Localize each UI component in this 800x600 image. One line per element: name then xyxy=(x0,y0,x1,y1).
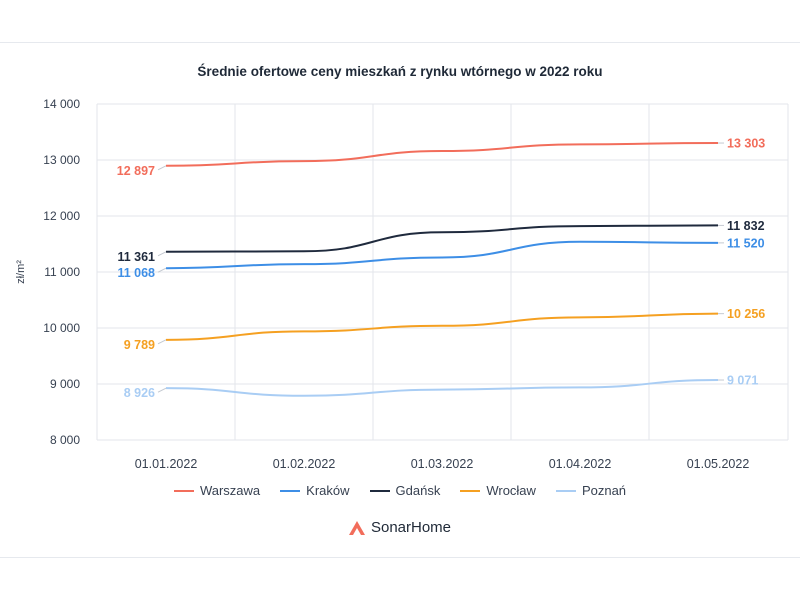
series-lines xyxy=(165,142,719,397)
x-tick-label: 01.04.2022 xyxy=(549,457,612,471)
legend: Warszawa Kraków Gdańsk Wrocław Poznań xyxy=(0,483,800,498)
series-line-gdańsk xyxy=(165,224,719,253)
data-label-first: 8 926 xyxy=(124,386,155,400)
legend-swatch xyxy=(555,489,576,492)
legend-item-warszawa: Warszawa xyxy=(173,483,261,498)
series-line-kraków xyxy=(165,240,719,270)
legend-swatch xyxy=(173,489,194,492)
data-label-last: 11 520 xyxy=(727,236,765,250)
data-label-last: 9 071 xyxy=(727,374,758,388)
y-tick-label: 8 000 xyxy=(50,433,80,447)
legend-swatch xyxy=(460,489,481,492)
legend-label: Gdańsk xyxy=(395,483,441,498)
chart-card xyxy=(0,42,800,558)
x-tick-label: 01.02.2022 xyxy=(273,457,336,471)
leader-line xyxy=(157,251,167,257)
brand-name: SonarHome xyxy=(370,519,452,536)
sonarhome-logo-icon xyxy=(348,520,365,535)
axes: 8 000 9 000 10 000 11 000 12 000 13 000 14 000… xyxy=(15,97,749,471)
legend-swatch xyxy=(280,489,301,492)
data-label-first: 9 789 xyxy=(124,338,155,352)
legend-item-kraków: Kraków xyxy=(280,483,350,498)
data-label-first: 11 068 xyxy=(117,266,155,280)
x-tick-label: 01.01.2022 xyxy=(135,457,198,471)
leader-line xyxy=(157,165,167,171)
data-label-last: 11 832 xyxy=(727,219,765,233)
x-tick-label: 01.05.2022 xyxy=(687,457,750,471)
data-label-last: 13 303 xyxy=(727,137,765,151)
leader-line xyxy=(157,267,167,273)
legend-label: Kraków xyxy=(306,483,350,498)
legend-item-poznań: Poznań xyxy=(555,483,627,498)
data-label-first: 12 897 xyxy=(117,164,155,178)
legend-item-gdańsk: Gdańsk xyxy=(369,483,441,498)
series-line-warszawa xyxy=(165,142,719,167)
y-axis-label: zł/m² xyxy=(15,260,27,284)
y-tick-label: 12 000 xyxy=(43,209,80,223)
leader-line xyxy=(157,387,167,393)
chart-title: Średnie ofertowe ceny mieszkań z rynku w… xyxy=(197,64,603,79)
legend-item-wrocław: Wrocław xyxy=(460,483,536,498)
y-tick-label: 14 000 xyxy=(43,97,80,111)
leader-line xyxy=(157,339,167,345)
legend-label: Warszawa xyxy=(199,483,261,498)
series-line-wrocław xyxy=(165,312,719,341)
data-labels: 12 897 13 303 11 068 11 520 11 361 11 832 9 78… xyxy=(117,137,766,401)
data-label-last: 10 256 xyxy=(727,307,765,321)
y-tick-label: 11 000 xyxy=(44,265,80,279)
series-line-poznań xyxy=(165,379,719,397)
legend-label: Wrocław xyxy=(486,483,536,498)
y-tick-label: 13 000 xyxy=(43,153,80,167)
y-tick-label: 9 000 xyxy=(50,377,80,391)
x-tick-label: 01.03.2022 xyxy=(411,457,474,471)
grid xyxy=(96,103,789,441)
legend-label: Poznań xyxy=(581,483,627,498)
data-label-first: 11 361 xyxy=(117,250,155,264)
y-tick-label: 10 000 xyxy=(43,321,80,335)
brand: SonarHome xyxy=(0,519,800,536)
legend-swatch xyxy=(369,489,390,492)
